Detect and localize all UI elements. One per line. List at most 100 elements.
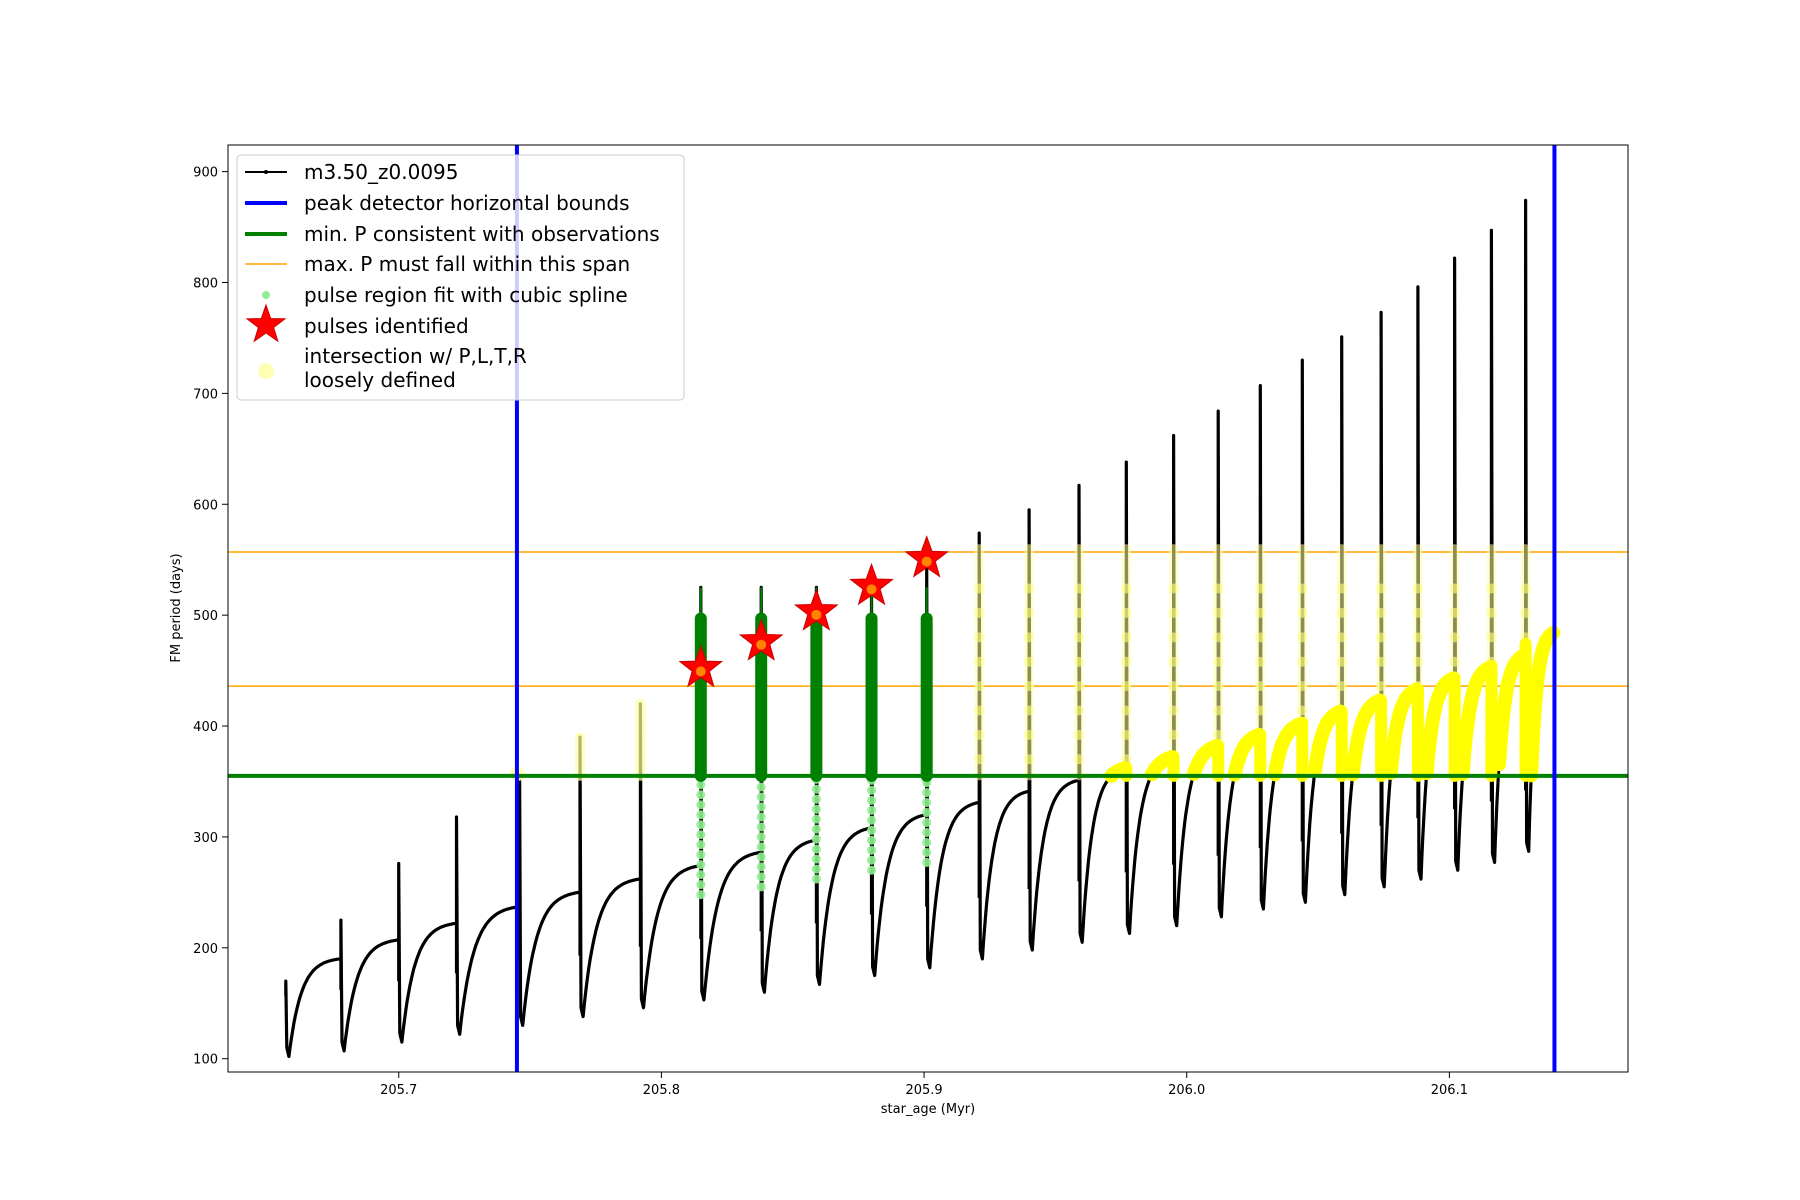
- intersection-point: [974, 754, 985, 765]
- intersection-point: [1024, 656, 1035, 667]
- spline-point: [867, 805, 877, 815]
- intersection-point: [1297, 681, 1308, 692]
- intersection-point: [1121, 632, 1132, 643]
- model-track-segment: [869, 585, 926, 978]
- spline-point: [867, 835, 877, 845]
- intersection-point: [1486, 607, 1497, 618]
- intersection-point: [1376, 681, 1387, 692]
- spline-point: [922, 798, 932, 808]
- spline-point: [756, 782, 766, 792]
- pulse-star-center: [756, 639, 767, 650]
- intersection-point: [1336, 632, 1347, 643]
- spline-point: [922, 837, 932, 847]
- intersection-point: [1297, 607, 1308, 618]
- x-tick-label: 206.0: [1168, 1083, 1205, 1098]
- y-tick-label: 400: [193, 720, 218, 735]
- spline-point: [696, 870, 706, 880]
- intersection-point: [1213, 681, 1224, 692]
- spline-point: [756, 832, 766, 842]
- intersection-point: [1168, 729, 1179, 740]
- pulse-star: [793, 588, 839, 631]
- y-tick-label: 800: [193, 276, 218, 291]
- model-track-segment: [814, 585, 871, 986]
- pulse-star: [904, 535, 950, 578]
- intersection-point: [1074, 705, 1085, 716]
- spline-point: [811, 864, 821, 874]
- legend-entry-max-period: max. P must fall within this span: [245, 252, 630, 276]
- intersection-point: [1336, 681, 1347, 692]
- intersection-point: [974, 632, 985, 643]
- intersection-point: [1376, 607, 1387, 618]
- intersection-point: [1486, 583, 1497, 594]
- intersection-point: [1376, 656, 1387, 667]
- intersection-series: [509, 544, 1561, 783]
- intersection-point: [1520, 583, 1531, 594]
- intersection-point: [1024, 754, 1035, 765]
- intersection-point: [1074, 656, 1085, 667]
- intersection-point: [1449, 583, 1460, 594]
- x-axis-label: star_age (Myr): [881, 1102, 975, 1117]
- pulses-identified-series: [678, 535, 950, 688]
- model-track-segment: [977, 531, 1029, 961]
- pulse-star-center: [921, 556, 932, 567]
- intersection-point: [1449, 656, 1460, 667]
- spline-point: [696, 800, 706, 810]
- spline-point: [922, 847, 932, 857]
- x-tick-label: 205.8: [643, 1083, 680, 1098]
- intersection-point: [974, 681, 985, 692]
- spline-point: [867, 865, 877, 875]
- intersection-point: [974, 583, 985, 594]
- pulse-star: [849, 562, 894, 606]
- intersection-point: [1168, 632, 1179, 643]
- intersection-point: [1486, 632, 1497, 643]
- intersection-point: [1255, 681, 1266, 692]
- spline-point: [922, 857, 932, 867]
- y-tick-label: 500: [193, 609, 218, 624]
- spline-point: [696, 810, 706, 820]
- model-track-segment: [759, 585, 816, 994]
- legend-label-max-period: max. P must fall within this span: [304, 252, 630, 276]
- legend-label-min-period: min. P consistent with observations: [304, 222, 660, 246]
- spline-point: [811, 814, 821, 824]
- spline-point: [756, 852, 766, 862]
- x-tick-label: 205.9: [905, 1083, 942, 1098]
- intersection-arc: [1524, 625, 1561, 783]
- y-tick-label: 700: [193, 387, 218, 402]
- legend-entry-pulses: pulses identified: [245, 303, 469, 343]
- spline-point: [922, 818, 932, 828]
- spline-point: [756, 812, 766, 822]
- intersection-point: [1376, 583, 1387, 594]
- legend-label-bounds: peak detector horizontal bounds: [304, 191, 630, 215]
- legend-label-intersection-line1: intersection w/ P,L,T,R: [304, 344, 527, 368]
- intersection-point: [1255, 632, 1266, 643]
- spline-point: [811, 784, 821, 794]
- intersection-point: [1412, 632, 1423, 643]
- intersection-point: [1213, 705, 1224, 716]
- model-track-segment: [397, 861, 456, 1044]
- intersection-point: [1213, 729, 1224, 740]
- model-track-segment: [638, 702, 700, 1010]
- spline-point: [696, 780, 706, 790]
- legend-entry-min-period: min. P consistent with observations: [245, 222, 660, 246]
- intersection-point: [1074, 754, 1085, 765]
- intersection-point: [1336, 607, 1347, 618]
- intersection-point: [1213, 656, 1224, 667]
- spline-point: [867, 795, 877, 805]
- legend-box: [236, 154, 685, 401]
- spline-point: [756, 802, 766, 812]
- intersection-point: [1024, 705, 1035, 716]
- intersection-point: [974, 729, 985, 740]
- intersection-point: [974, 705, 985, 716]
- spline-point: [867, 785, 877, 795]
- spline-point: [811, 794, 821, 804]
- intersection-point: [1074, 632, 1085, 643]
- spline-point: [696, 890, 706, 900]
- spline-point: [867, 845, 877, 855]
- spline-point: [696, 820, 706, 830]
- pulse-star-center: [811, 609, 822, 620]
- model-track-segment: [454, 815, 519, 1036]
- legend-dot-icon: [262, 291, 270, 299]
- spline-point: [696, 880, 706, 890]
- x-tick-label: 205.7: [380, 1083, 417, 1098]
